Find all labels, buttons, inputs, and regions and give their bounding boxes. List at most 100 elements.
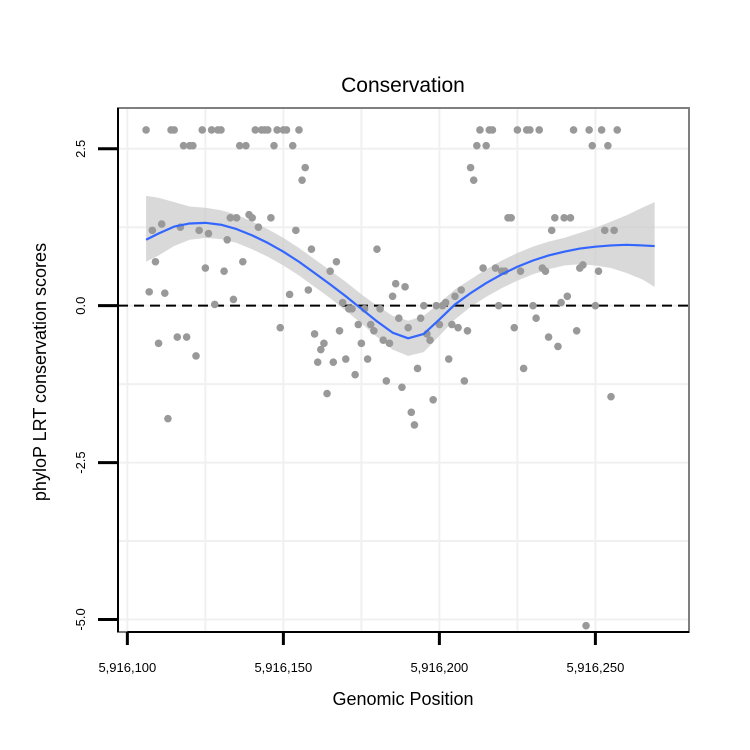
data-point (329, 358, 338, 366)
data-point (413, 364, 422, 373)
data-point (332, 257, 341, 266)
data-point (217, 126, 225, 134)
data-point (382, 377, 391, 385)
confidence-ribbon-layer (146, 195, 655, 356)
data-point (298, 176, 306, 184)
data-point (463, 326, 472, 335)
data-point (161, 289, 169, 297)
smooth-fit-line (145, 221, 655, 340)
data-point (229, 295, 238, 304)
data-point (444, 355, 453, 363)
data-point (469, 176, 478, 184)
data-point (441, 298, 450, 307)
data-point (348, 305, 356, 313)
data-point (357, 339, 366, 348)
x-axis: 5,916,100 5,916,150 5,916,200 5,916,250 (98, 631, 689, 675)
data-point (198, 126, 207, 134)
data-point (232, 214, 241, 222)
data-point (320, 339, 328, 348)
data-point (351, 370, 359, 379)
y-tick-label: -5.0 (73, 608, 88, 630)
data-point (148, 226, 157, 235)
data-point (544, 333, 553, 341)
data-point (154, 339, 163, 348)
data-point (317, 345, 325, 354)
y-tick-label: 2.5 (73, 140, 88, 158)
data-point (326, 267, 334, 275)
data-point (604, 141, 612, 150)
data-point (235, 141, 244, 150)
data-point (207, 126, 216, 134)
data-point (541, 267, 550, 275)
data-point (220, 267, 228, 275)
data-point (363, 355, 372, 363)
data-point (510, 323, 519, 332)
y-axis: -5.0 -2.5 0.0 2.5 (73, 108, 119, 632)
data-point (142, 126, 150, 134)
data-point (341, 355, 350, 363)
data-point (466, 163, 475, 172)
data-point (482, 141, 490, 150)
data-point (195, 226, 203, 235)
data-point (600, 226, 609, 235)
data-point (164, 414, 172, 423)
data-point (242, 141, 250, 150)
points-layer (142, 126, 622, 630)
data-point (610, 226, 618, 235)
data-point (388, 292, 397, 301)
data-point (585, 126, 593, 134)
data-point (416, 314, 425, 323)
data-point (170, 126, 178, 134)
data-point (557, 298, 565, 307)
data-point (226, 214, 235, 222)
data-point (507, 214, 515, 222)
data-point (560, 214, 568, 222)
data-point (307, 245, 316, 253)
data-point (273, 126, 281, 134)
data-point (579, 261, 587, 269)
data-point (476, 126, 484, 134)
data-point (379, 336, 388, 344)
data-point (516, 267, 525, 275)
data-point (282, 126, 291, 134)
data-point (385, 339, 394, 348)
data-point (145, 288, 154, 296)
plot-frame (117, 107, 690, 633)
data-point (335, 326, 344, 335)
data-point (488, 126, 497, 134)
x-tick-label: 5,916,100 (98, 660, 156, 675)
data-point (151, 257, 160, 266)
data-point (494, 301, 503, 310)
confidence-band (146, 195, 655, 356)
data-point (373, 245, 381, 253)
data-point (607, 392, 615, 401)
data-point (454, 323, 462, 332)
data-point (292, 226, 300, 235)
data-point (479, 264, 487, 272)
y-tick-label: -2.5 (73, 451, 88, 473)
data-point (401, 283, 409, 291)
data-point (192, 352, 200, 360)
data-point (532, 314, 540, 323)
data-point (407, 408, 416, 417)
data-point (267, 214, 275, 222)
data-point (582, 621, 590, 630)
smooth-line-layer (145, 221, 655, 340)
data-point (366, 320, 375, 329)
data-point (473, 141, 481, 150)
data-point (426, 336, 434, 344)
data-point (429, 396, 437, 404)
data-point (526, 126, 534, 134)
data-point (491, 264, 500, 272)
x-axis-title: Genomic Position (332, 689, 473, 709)
data-point (535, 126, 544, 134)
data-point (410, 421, 419, 429)
data-point (569, 126, 578, 134)
data-point (223, 235, 232, 244)
data-point (460, 377, 469, 385)
data-point (395, 314, 403, 323)
x-tick-label: 5,916,250 (566, 660, 624, 675)
data-point (451, 292, 459, 301)
data-point (566, 214, 575, 222)
data-point (519, 364, 528, 373)
